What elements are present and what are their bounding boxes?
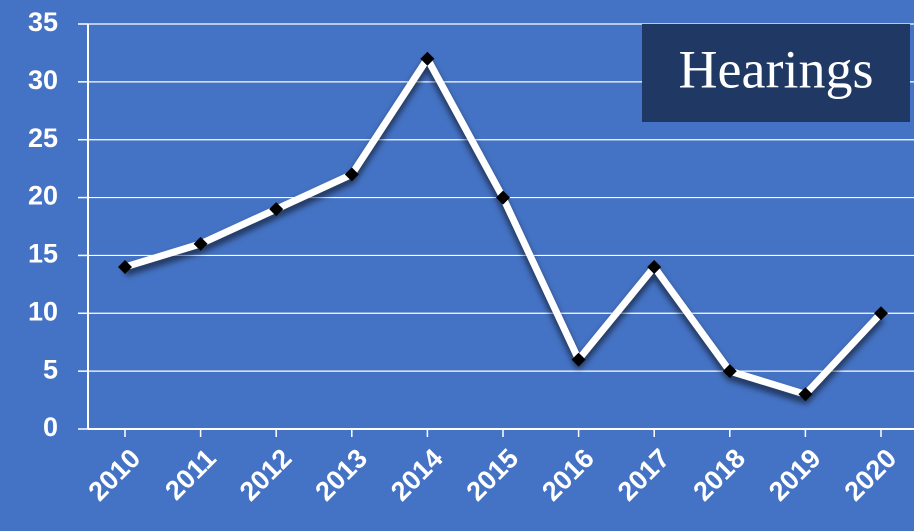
- y-tick-label: 30: [28, 65, 58, 95]
- y-tick-label: 5: [43, 354, 58, 384]
- marker: [722, 364, 737, 379]
- chart-title: Hearings: [679, 39, 874, 99]
- y-tick-label: 0: [43, 412, 58, 442]
- y-tick-label: 15: [28, 239, 58, 269]
- marker: [269, 202, 284, 217]
- marker: [798, 387, 813, 402]
- marker: [344, 167, 359, 182]
- marker: [420, 51, 435, 66]
- y-tick-label: 25: [28, 123, 58, 153]
- y-tick-label: 20: [28, 181, 58, 211]
- marker: [647, 260, 662, 274]
- marker: [118, 260, 132, 274]
- y-tick-label: 35: [28, 7, 58, 37]
- marker: [193, 236, 208, 251]
- y-tick-label: 10: [28, 296, 58, 326]
- title-box: [642, 24, 910, 122]
- marker: [874, 306, 888, 321]
- marker: [496, 190, 510, 205]
- marker: [571, 352, 586, 367]
